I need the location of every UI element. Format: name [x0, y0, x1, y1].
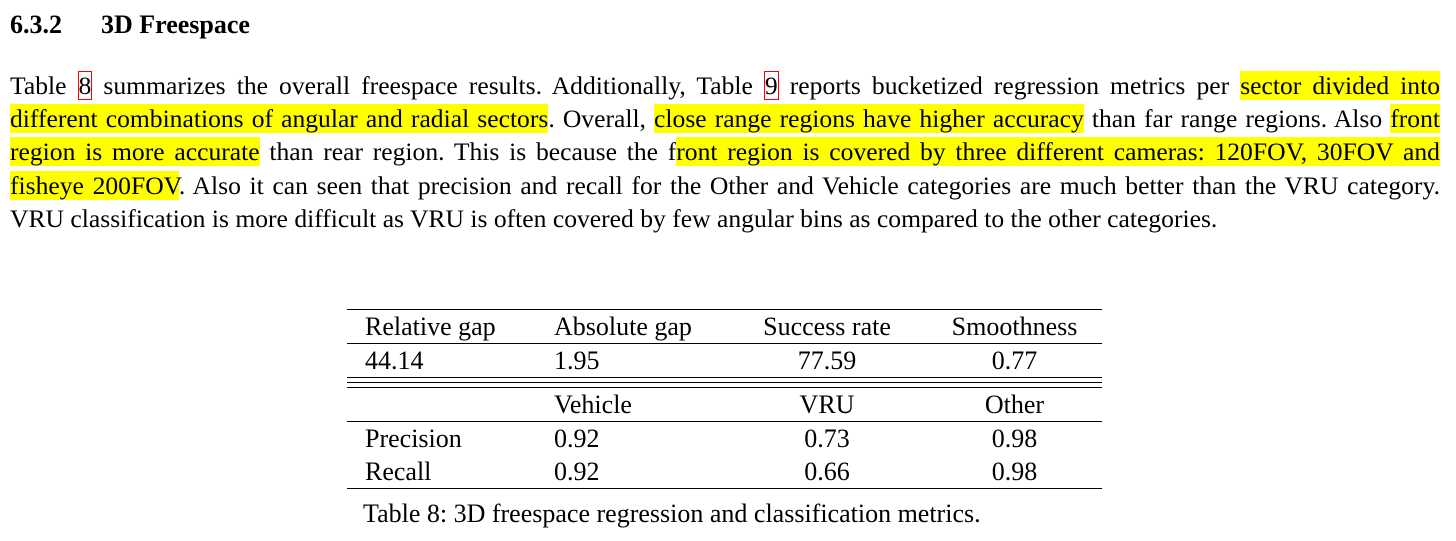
table-row: Recall 0.92 0.66 0.98 [347, 455, 1102, 488]
section-number: 6.3.2 [10, 10, 62, 39]
value-cell: 0.98 [991, 457, 1038, 486]
text-segment: . Also it can seen that precision and re… [10, 170, 1440, 233]
table-top-rule [347, 309, 1102, 310]
metrics-table: Relative gap Absolute gap Success rate S… [347, 309, 1102, 489]
table-rule [347, 343, 1102, 344]
table-rule [347, 421, 1102, 422]
header-cell: VRU [799, 390, 855, 419]
value-cell: 0.73 [804, 424, 850, 453]
header-cell: Smoothness [951, 312, 1078, 341]
table-caption: Table 8: 3D freespace regression and cla… [363, 499, 981, 528]
section-heading: 6.3.2 3D Freespace [10, 9, 250, 41]
value-cell: 1.95 [554, 346, 600, 375]
header-cell: Absolute gap [554, 312, 692, 341]
row-label: Precision [365, 424, 462, 453]
value-cell: 0.98 [991, 424, 1038, 453]
body-paragraph: Table 8 summarizes the overall freespace… [10, 69, 1440, 235]
value-cell: 0.92 [554, 457, 600, 486]
classification-header-row: Vehicle VRU Other [347, 388, 1102, 421]
text-segment: . Overall, [548, 104, 655, 134]
highlight-close-range[interactable]: close range regions have higher accuracy [654, 104, 1084, 134]
table-8-reference-link[interactable]: 8 [77, 71, 93, 100]
row-label: Recall [365, 457, 432, 486]
header-cell: Vehicle [554, 390, 632, 419]
value-cell: 0.92 [554, 424, 600, 453]
text-segment: Table [10, 71, 78, 100]
text-segment: than far range regions. Also [1083, 104, 1391, 134]
text-segment: summarizes the overall freespace results… [92, 71, 764, 100]
table-row: Precision 0.92 0.73 0.98 [347, 422, 1102, 455]
regression-header-row: Relative gap Absolute gap Success rate S… [347, 310, 1102, 343]
header-cell: Relative gap [365, 312, 496, 341]
value-cell: 77.59 [797, 346, 857, 375]
text-segment: reports bucketized regression metrics pe… [778, 71, 1241, 100]
table-9-reference-link[interactable]: 9 [763, 71, 779, 100]
value-cell: 44.14 [365, 346, 424, 375]
value-cell: 0.77 [991, 346, 1038, 375]
value-cell: 0.66 [804, 457, 850, 486]
header-cell: Other [984, 390, 1045, 419]
table-triple-rule [347, 377, 1102, 388]
table-bottom-rule [347, 488, 1102, 489]
regression-value-row: 44.14 1.95 77.59 0.77 [347, 344, 1102, 377]
header-cell: Success rate [763, 312, 891, 341]
text-segment: than rear region. This is because the f [259, 137, 677, 167]
section-title: 3D Freespace [101, 10, 250, 39]
